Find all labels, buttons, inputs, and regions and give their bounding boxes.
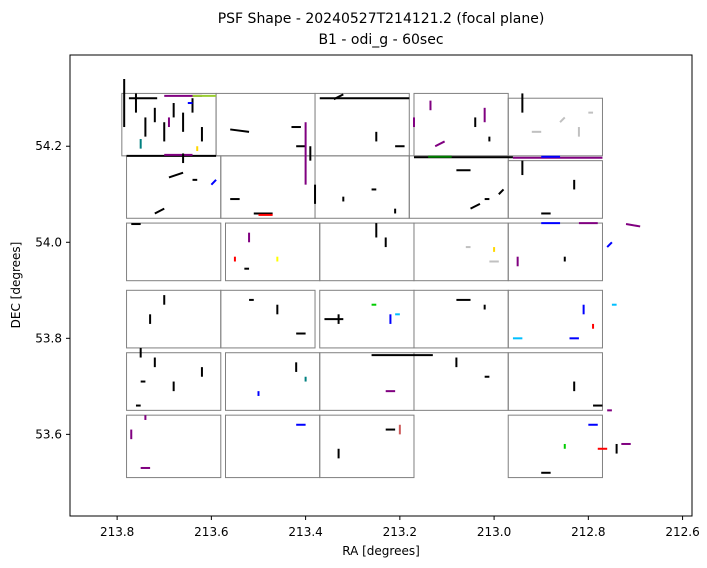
ccd-cell-outline bbox=[220, 289, 316, 349]
psf-whisker bbox=[154, 207, 165, 215]
x-axis-label: RA [degrees] bbox=[342, 544, 420, 558]
psf-whisker bbox=[210, 179, 217, 186]
y-tick-label: 54.2 bbox=[35, 139, 62, 153]
x-tick-label: 212.8 bbox=[571, 525, 605, 539]
x-axis-ticks: 213.8 213.6 213.4 213.2 213.0 212.8 212.6 bbox=[100, 516, 700, 539]
chart-title: PSF Shape - 20240527T214121.2 (focal pla… bbox=[218, 11, 545, 27]
x-tick-label: 213.6 bbox=[194, 525, 228, 539]
y-axis-label: DEC [degrees] bbox=[9, 242, 23, 329]
y-tick-label: 53.6 bbox=[35, 427, 62, 441]
psf-whisker bbox=[333, 93, 344, 101]
psf-whisker bbox=[168, 171, 184, 179]
chart-subtitle: B1 - odi_g - 60sec bbox=[318, 32, 443, 48]
y-tick-label: 54.0 bbox=[35, 235, 62, 249]
x-tick-label: 213.0 bbox=[477, 525, 511, 539]
psf-whiskers bbox=[123, 79, 641, 474]
psf-whisker bbox=[434, 140, 446, 148]
ccd-cell-outline bbox=[126, 414, 222, 479]
x-tick-label: 213.8 bbox=[100, 525, 134, 539]
ccd-cell-outline bbox=[507, 352, 603, 411]
ccd-cell-outline bbox=[126, 222, 222, 282]
x-tick-label: 213.4 bbox=[288, 525, 322, 539]
psf-whisker bbox=[625, 223, 641, 228]
ccd-cell-outline bbox=[507, 289, 603, 349]
ccd-cell-outline bbox=[507, 414, 603, 479]
ccd-cell-outline bbox=[126, 352, 222, 411]
ccd-cell-outline bbox=[507, 160, 603, 219]
psf-whisker bbox=[470, 202, 481, 210]
psf-whisker bbox=[498, 188, 505, 195]
ccd-cell-outline bbox=[319, 414, 415, 479]
psf-whisker bbox=[606, 241, 613, 248]
psf-whisker bbox=[559, 116, 566, 123]
psf-whisker bbox=[230, 128, 250, 133]
plot-area bbox=[69, 54, 693, 517]
x-tick-label: 212.6 bbox=[665, 525, 699, 539]
y-axis-ticks: 53.6 53.8 54.0 54.2 bbox=[35, 139, 70, 441]
x-tick-label: 213.2 bbox=[383, 525, 417, 539]
y-tick-label: 53.8 bbox=[35, 331, 62, 345]
